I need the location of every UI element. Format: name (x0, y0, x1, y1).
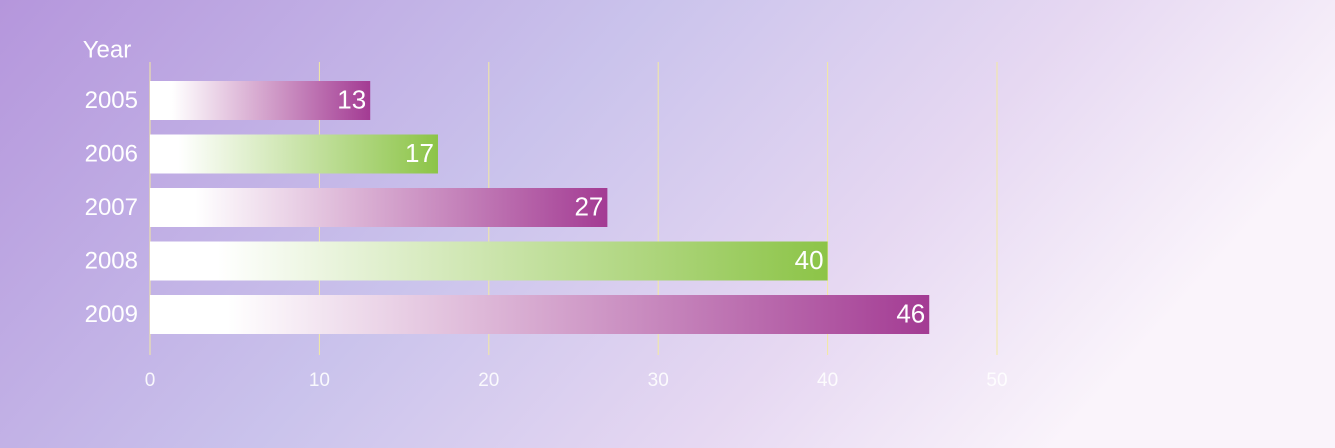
value-label: 13 (337, 84, 366, 114)
bar (150, 242, 828, 281)
bar (150, 188, 607, 227)
x-tick-label: 0 (145, 370, 156, 391)
bar (150, 135, 438, 174)
y-tick-label: 2006 (85, 140, 138, 167)
value-label: 17 (405, 138, 434, 168)
x-tick-label: 50 (986, 370, 1007, 391)
page: Year 0 10 20 30 40 50 2005 13 2006 17 2007 27 2008 40… (0, 0, 1335, 448)
x-tick-label: 20 (478, 370, 499, 391)
value-label: 27 (574, 191, 603, 221)
bar (150, 295, 929, 334)
y-tick-label: 2005 (85, 87, 138, 114)
x-tick-label: 40 (817, 370, 838, 391)
y-tick-label: 2009 (85, 301, 138, 328)
value-label: 46 (896, 298, 925, 328)
y-tick-label: 2008 (85, 247, 138, 274)
y-tick-label: 2007 (85, 194, 138, 221)
x-tick-label: 30 (648, 370, 669, 391)
value-label: 40 (795, 245, 824, 275)
x-tick-label: 10 (309, 370, 330, 391)
chart: Year 0 10 20 30 40 50 2005 13 2006 17 2007 27 2008 40… (0, 0, 1335, 448)
axis-label: Year (83, 36, 132, 63)
